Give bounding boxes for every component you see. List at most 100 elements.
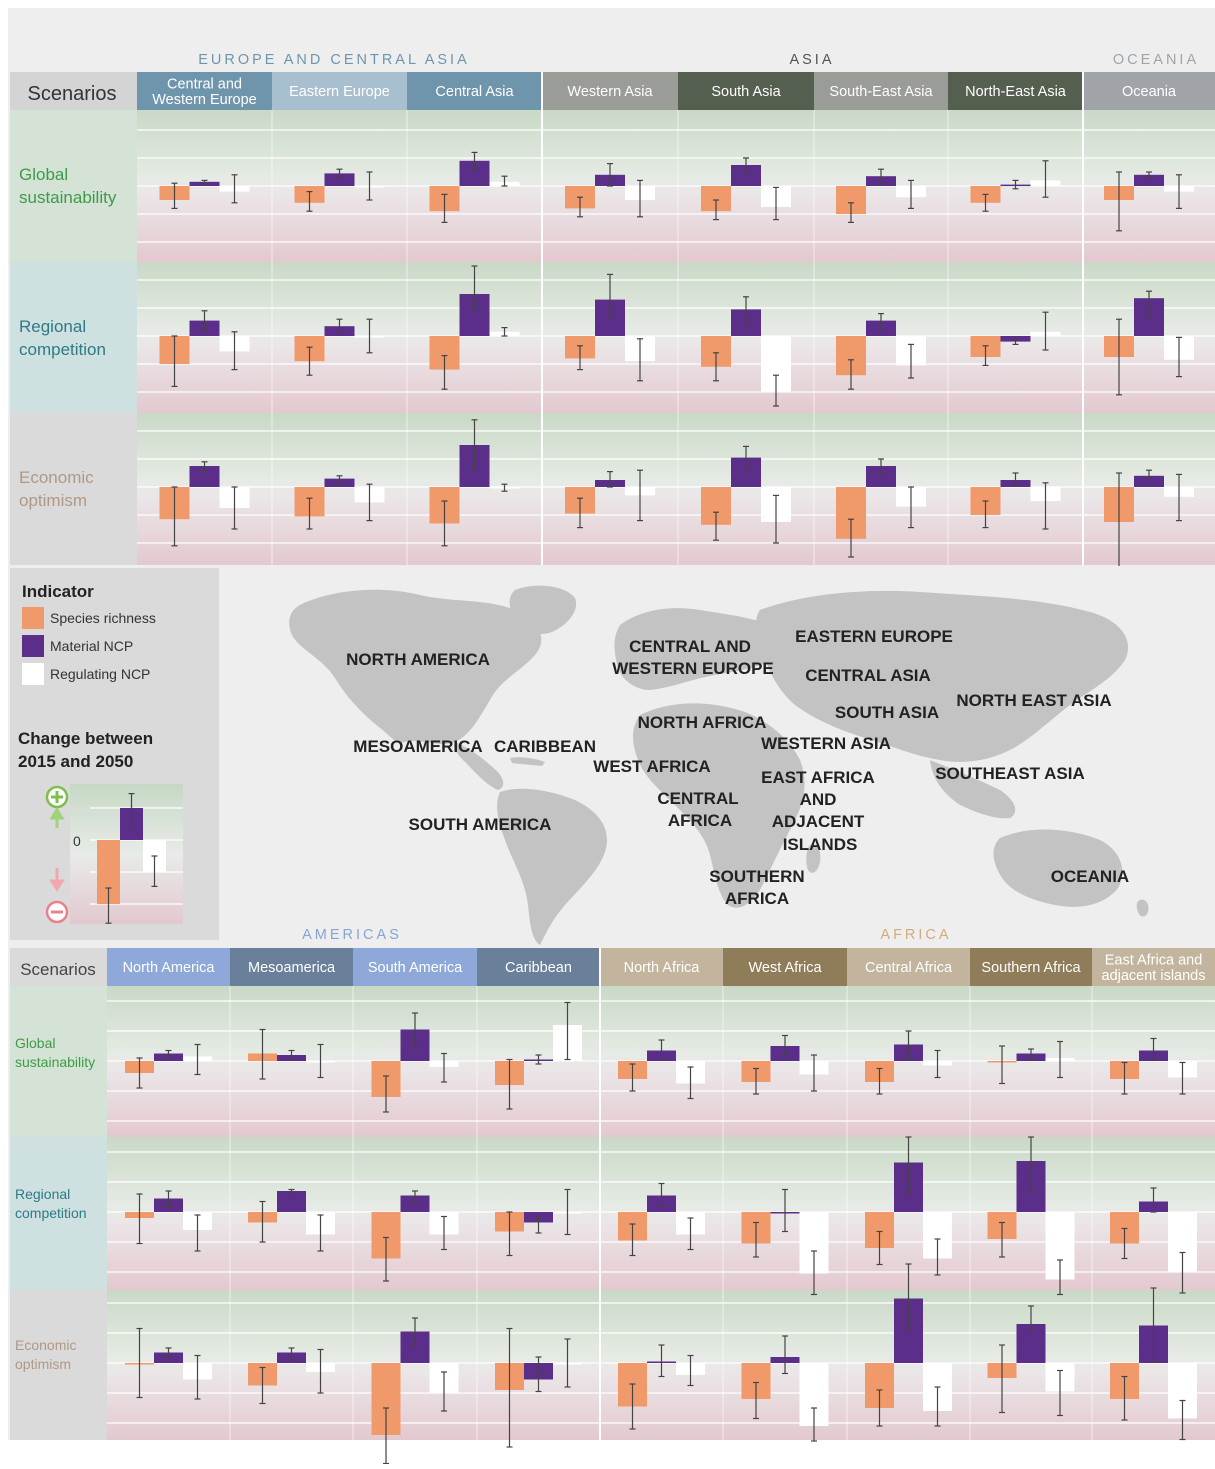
bar-material-central-and-western-europe-economic-optimism [189, 466, 220, 487]
legend: Indicator Species richness Material NCP … [10, 568, 219, 940]
region-header-central-and-western-europe [137, 72, 272, 110]
region-header-south-east-asia [814, 72, 948, 110]
map-label-central-africa-2: AFRICA [668, 811, 732, 830]
region-header-label-mesoamerica: Mesoamerica [248, 960, 336, 976]
bottom-scenario-global-line1: Global [15, 1035, 55, 1051]
bar-material-north-america-economic-optimism [154, 1352, 183, 1363]
bar-material-eastern-europe-global-sustainability [324, 173, 355, 186]
group-label-europe-central-asia: EUROPE AND CENTRAL ASIA [198, 52, 470, 68]
down-arrow-icon [49, 868, 65, 892]
caribbean-shape [510, 757, 545, 766]
map-label-mesoamerica: MESOAMERICA [353, 737, 482, 756]
bar-material-south-asia-global-sustainability [731, 165, 761, 186]
band-economic-optimism-western-asia [542, 413, 678, 565]
map-label-east-africa-1: EAST AFRICA [761, 768, 875, 787]
region-header-north-america [107, 948, 230, 986]
bar-material-north-america-global-sustainability [154, 1053, 183, 1061]
band-economic-optimism-south-asia [678, 413, 814, 565]
legend-change-title-2: 2015 and 2050 [18, 752, 133, 771]
bottom-scenario-economic-line2: optimism [15, 1356, 71, 1372]
top-scenario-global-line1: Global [19, 165, 68, 184]
top-scenarios-label: Scenarios [28, 83, 117, 105]
top-row-label-economic [10, 413, 137, 565]
top-scenarios-header [10, 72, 137, 110]
map-label-oceania: OCEANIA [1051, 867, 1129, 886]
bottom-scenario-regional-line2: competition [15, 1205, 87, 1221]
map-label-southeast-asia: SOUTHEAST ASIA [935, 764, 1085, 783]
greenland-shape [509, 585, 577, 635]
legend-title: Indicator [22, 582, 94, 601]
australia-shape [993, 829, 1123, 907]
region-header-label-north-east-asia: North-East Asia [965, 84, 1067, 100]
region-header-label-north-america: North America [123, 960, 216, 976]
region-header-oceania [1083, 72, 1215, 110]
top-scenario-economic-line2: optimism [19, 491, 87, 510]
bottom-scenarios-header [10, 948, 107, 986]
world-map [289, 585, 1149, 945]
map-labels: NORTH AMERICA CENTRAL AND WESTERN EUROPE… [346, 627, 1129, 908]
map-label-southern-africa-1: SOUTHERN [709, 867, 804, 886]
region-header-label-eastern-europe: Eastern Europe [289, 84, 390, 100]
region-header-east-africa-and-adjacent-islands [1092, 948, 1215, 986]
legend-zero-label: 0 [73, 833, 81, 849]
map-label-east-africa-4: ISLANDS [783, 835, 858, 854]
top-scenario-regional-line2: competition [19, 340, 106, 359]
band-regional-competition-eastern-europe [272, 262, 407, 413]
region-header-label-southern-africa: Southern Africa [981, 960, 1081, 976]
region-header-label-south-asia: South Asia [711, 84, 781, 100]
region-header-label-south-america: South America [368, 960, 463, 976]
region-header-label-central-asia: Central Asia [435, 84, 514, 100]
bottom-scenario-global-line2: sustainability [15, 1054, 95, 1070]
band-regional-competition-central-and-western-europe [137, 262, 272, 413]
map-label-east-africa-3: ADJACENT [772, 812, 865, 831]
band-regional-competition-south-asia [678, 262, 814, 413]
region-header-western-asia [542, 72, 678, 110]
southeast-asia-shape [930, 760, 1016, 819]
bar-material-oceania-economic-optimism [1134, 475, 1164, 487]
map-label-north-east-asia: NORTH EAST ASIA [956, 691, 1111, 710]
map-label-north-africa: NORTH AFRICA [638, 713, 767, 732]
legend-change-title-1: Change between [18, 729, 153, 748]
bar-material-mesoamerica-regional-competition [277, 1191, 306, 1212]
map-label-central-asia: CENTRAL ASIA [805, 666, 931, 685]
region-header-southern-africa [970, 948, 1092, 986]
south-america-shape [497, 788, 607, 945]
region-header-north-east-asia [948, 72, 1083, 110]
region-header-south-america [353, 948, 477, 986]
region-header-caribbean [477, 948, 600, 986]
region-header-label-east-africa-and-adjacent-islands: East Africa and [1105, 952, 1203, 968]
top-bars [159, 151, 1194, 572]
map-area: NORTH AMERICA CENTRAL AND WESTERN EUROPE… [220, 566, 1215, 945]
bar-material-central-and-western-europe-global-sustainability [189, 181, 220, 186]
asia-shape [756, 590, 1129, 762]
map-label-south-america: SOUTH AMERICA [409, 815, 552, 834]
madagascar-shape [806, 844, 821, 873]
top-row-label-regional [10, 262, 137, 413]
bottom-row-label-regional [10, 1137, 107, 1290]
map-label-south-asia: SOUTH ASIA [835, 703, 939, 722]
bar-material-south-east-asia-economic-optimism [866, 466, 896, 487]
region-header-central-asia [407, 72, 542, 110]
bottom-panel: AMERICAS AFRICA Scenarios Global sustain… [10, 927, 1215, 1465]
map-label-central-western-europe-2: WESTERN EUROPE [612, 659, 774, 678]
minus-circle-icon [45, 900, 69, 924]
band-economic-optimism-eastern-europe [272, 413, 407, 565]
top-panel: EUROPE AND CENTRAL ASIA ASIA OCEANIA Sce… [10, 52, 1215, 572]
legend-swatch-regulating [22, 663, 44, 685]
band-economic-optimism-central-and-western-europe [137, 413, 272, 565]
bottom-scenario-economic-line1: Economic [15, 1337, 76, 1353]
bar-material-south-america-regional-competition [400, 1195, 430, 1212]
bottom-scenarios-label: Scenarios [20, 960, 96, 979]
legend-label-regulating: Regulating NCP [50, 666, 150, 682]
up-arrow-icon [49, 807, 65, 828]
europe-shape [614, 608, 785, 690]
map-label-southern-africa-2: AFRICA [725, 889, 789, 908]
group-label-africa: AFRICA [880, 927, 951, 943]
top-row-label-global [10, 110, 137, 262]
map-label-central-western-europe-1: CENTRAL AND [629, 637, 751, 656]
region-header-west-africa [723, 948, 847, 986]
plus-circle-icon [45, 785, 69, 809]
map-label-east-africa-2: AND [800, 790, 837, 809]
region-header-label-central-and-western-europe: Central and [167, 76, 242, 92]
legend-example-bars [97, 792, 166, 924]
